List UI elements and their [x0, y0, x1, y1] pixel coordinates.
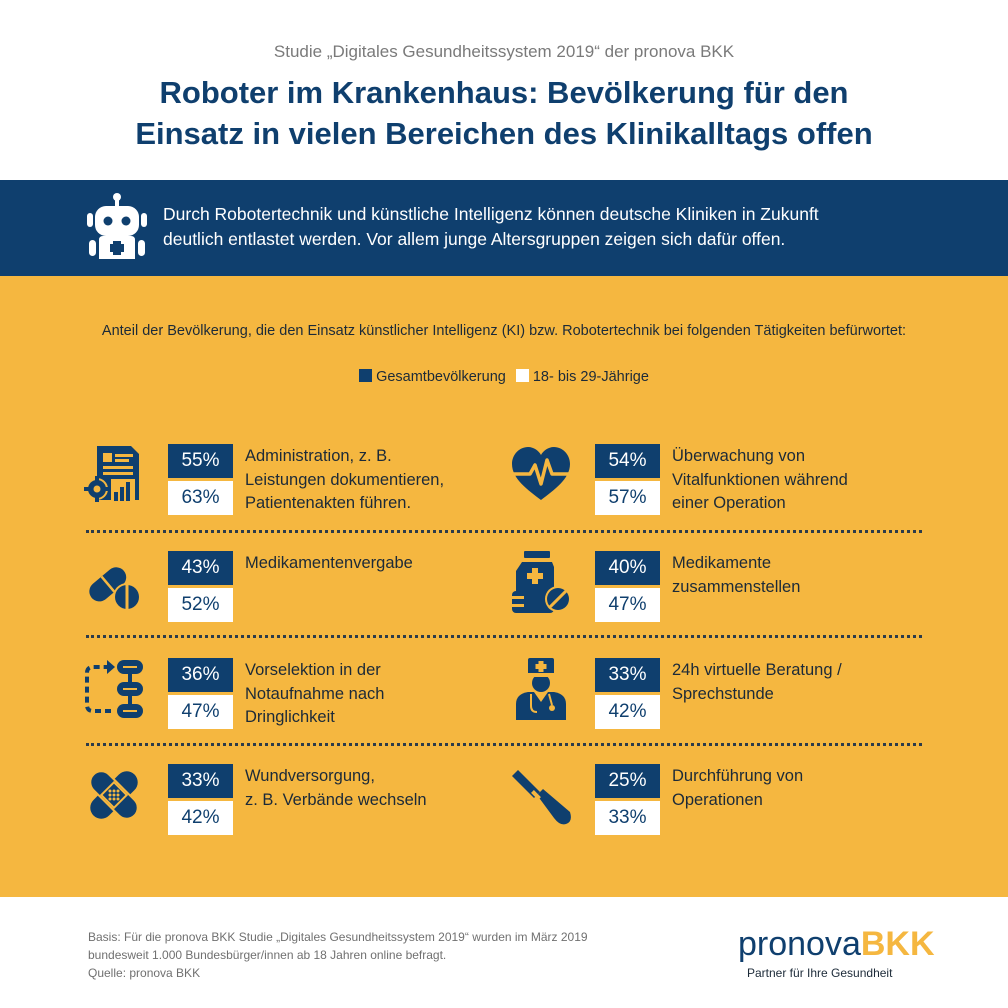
value-total: 36% — [168, 658, 233, 692]
legend: Gesamtbevölkerung 18- bis 29-Jährige — [0, 369, 1008, 385]
row-divider — [86, 530, 922, 533]
value-total: 40% — [595, 551, 660, 585]
footer — [0, 897, 1008, 1008]
page-title: Roboter im Krankenhaus: Bevölkerung für … — [0, 72, 1008, 154]
label-line: z. B. Verbände wechseln — [245, 790, 427, 809]
label-line: Operationen — [672, 790, 763, 809]
legend-swatch-young — [515, 369, 529, 382]
label-line: Vitalfunktionen während — [672, 470, 848, 489]
label-line: Notaufnahme nach — [245, 684, 385, 703]
category-label: Durchführung von Operationen — [672, 765, 932, 812]
label-line: Leistungen dokumentieren, — [245, 470, 445, 489]
intro-band — [0, 180, 1008, 276]
title-line-2: Einsatz in vielen Bereichen des Klinikal… — [135, 116, 873, 151]
bandage-icon — [89, 770, 139, 820]
label-line: Administration, z. B. — [245, 447, 392, 465]
label-line: Medikamentenvergabe — [245, 554, 413, 572]
intro-line-1: Durch Robotertechnik und künstliche Inte… — [163, 204, 819, 224]
legend-label-young: 18- bis 29-Jährige — [532, 369, 649, 385]
value-young: 42% — [168, 801, 233, 835]
label-line: Patientenakten führen. — [245, 494, 412, 512]
category-label: Medikamente zusammenstellen — [672, 552, 932, 599]
value-total: 54% — [595, 444, 660, 478]
category-label: Überwachung von Vitalfunktionen während … — [672, 445, 932, 516]
logo-part-1: pronova — [738, 925, 861, 963]
category-label: Medikamentenvergabe — [245, 552, 505, 576]
label-line: einer Operation — [672, 494, 786, 512]
row-divider — [86, 743, 922, 746]
label-line: zusammenstellen — [672, 577, 801, 596]
value-young: 47% — [168, 695, 233, 729]
study-subtitle: Studie „Digitales Gesundheitssystem 2019… — [273, 42, 735, 61]
label-line: Medikamente — [672, 554, 772, 572]
value-young: 52% — [168, 588, 233, 622]
logo-part-2: BKK — [860, 925, 935, 963]
flowchart-icon — [85, 660, 143, 718]
robot-icon — [87, 193, 147, 259]
value-young: 42% — [595, 695, 660, 729]
value-young: 63% — [168, 481, 233, 515]
doctor-icon — [516, 658, 566, 720]
legend-label-total: Gesamtbevölkerung — [376, 369, 506, 385]
row-divider — [86, 635, 922, 638]
source-note: Basis: Für die pronova BKK Studie „Digit… — [88, 928, 648, 982]
label-line: Vorselektion in der — [245, 661, 381, 679]
label-line: Wundversorgung, — [245, 767, 375, 785]
value-total: 55% — [168, 444, 233, 478]
value-total: 33% — [168, 764, 233, 798]
legend-item-total: Gesamtbevölkerung — [359, 369, 506, 385]
intro-text: Durch Robotertechnik und künstliche Inte… — [163, 202, 963, 252]
intro-line-2: deutlich entlastet werden. Vor allem jun… — [163, 229, 786, 249]
title-line-1: Roboter im Krankenhaus: Bevölkerung für … — [159, 75, 849, 110]
pronova-bkk-logo: pronovaBKK — [738, 924, 968, 964]
logo-tagline: Partner für Ihre Gesundheit — [747, 966, 893, 980]
label-line: Dringlichkeit — [245, 708, 335, 726]
value-total: 43% — [168, 551, 233, 585]
category-label: Vorselektion in der Notaufnahme nach Dri… — [245, 659, 505, 730]
basis-line-1: Basis: Für die pronova BKK Studie „Digit… — [88, 930, 588, 944]
category-label: 24h virtuelle Beratung / Sprechstunde — [672, 659, 932, 706]
value-young: 33% — [595, 801, 660, 835]
document-gear-chart-icon — [84, 446, 139, 503]
label-line: Durchführung von — [672, 767, 804, 785]
value-young: 57% — [595, 481, 660, 515]
category-label: Administration, z. B. Leistungen dokumen… — [245, 445, 505, 516]
label-line: Sprechstunde — [672, 684, 774, 703]
category-label: Wundversorgung, z. B. Verbände wechseln — [245, 765, 505, 812]
value-young: 47% — [595, 588, 660, 622]
basis-line-2: bundesweit 1.000 Bundesbürger/innen ab 1… — [88, 948, 447, 962]
medicine-bottles-icon — [512, 551, 571, 613]
header — [0, 0, 1008, 180]
heart-pulse-icon — [512, 447, 570, 500]
label-line: Überwachung von — [672, 447, 805, 465]
chart-title: Anteil der Bevölkerung, die den Einsatz … — [101, 323, 907, 339]
value-total: 33% — [595, 658, 660, 692]
legend-swatch-total — [359, 369, 373, 382]
scalpel-icon — [512, 770, 571, 825]
pills-icon — [89, 567, 141, 611]
value-total: 25% — [595, 764, 660, 798]
label-line: 24h virtuelle Beratung / — [672, 661, 842, 679]
source-line: Quelle: pronova BKK — [88, 966, 201, 980]
legend-item-young: 18- bis 29-Jährige — [515, 369, 649, 385]
